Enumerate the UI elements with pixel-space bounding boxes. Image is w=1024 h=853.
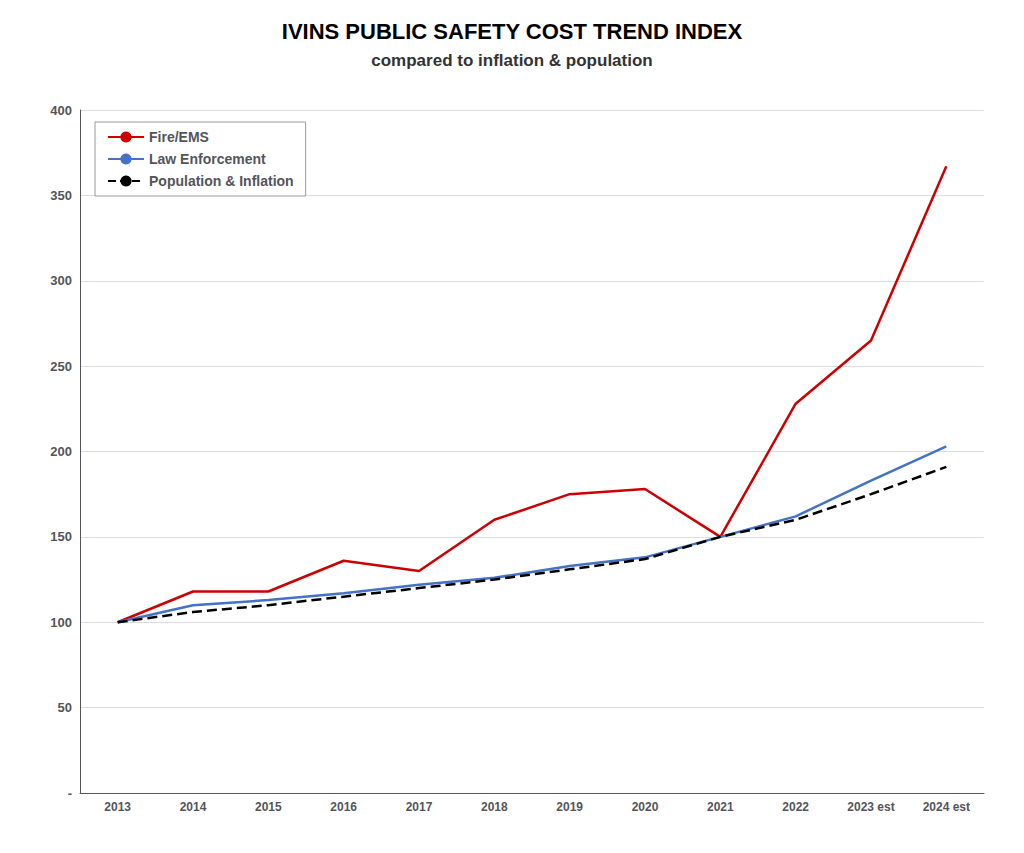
svg-text:2016: 2016 (330, 800, 357, 814)
svg-text:2020: 2020 (632, 800, 659, 814)
svg-text:-: - (68, 786, 72, 801)
svg-text:2015: 2015 (255, 800, 282, 814)
svg-text:compared to inflation & popula: compared to inflation & population (371, 51, 652, 70)
svg-text:Population & Inflation: Population & Inflation (149, 173, 294, 189)
svg-text:2014: 2014 (180, 800, 207, 814)
svg-text:350: 350 (50, 188, 72, 203)
svg-text:Fire/EMS: Fire/EMS (149, 129, 209, 145)
svg-text:150: 150 (50, 529, 72, 544)
svg-text:100: 100 (50, 615, 72, 630)
svg-text:2017: 2017 (406, 800, 433, 814)
svg-text:50: 50 (58, 700, 72, 715)
svg-text:2019: 2019 (556, 800, 583, 814)
svg-text:2013: 2013 (104, 800, 131, 814)
svg-text:2021: 2021 (707, 800, 734, 814)
svg-text:Law Enforcement: Law Enforcement (149, 151, 266, 167)
svg-text:300: 300 (50, 273, 72, 288)
svg-text:400: 400 (50, 103, 72, 118)
svg-text:2024 est: 2024 est (923, 800, 970, 814)
svg-text:2018: 2018 (481, 800, 508, 814)
svg-text:IVINS PUBLIC SAFETY COST TREND: IVINS PUBLIC SAFETY COST TREND INDEX (282, 19, 743, 44)
svg-text:2023 est: 2023 est (847, 800, 894, 814)
svg-text:2022: 2022 (782, 800, 809, 814)
svg-text:200: 200 (50, 444, 72, 459)
svg-text:250: 250 (50, 359, 72, 374)
